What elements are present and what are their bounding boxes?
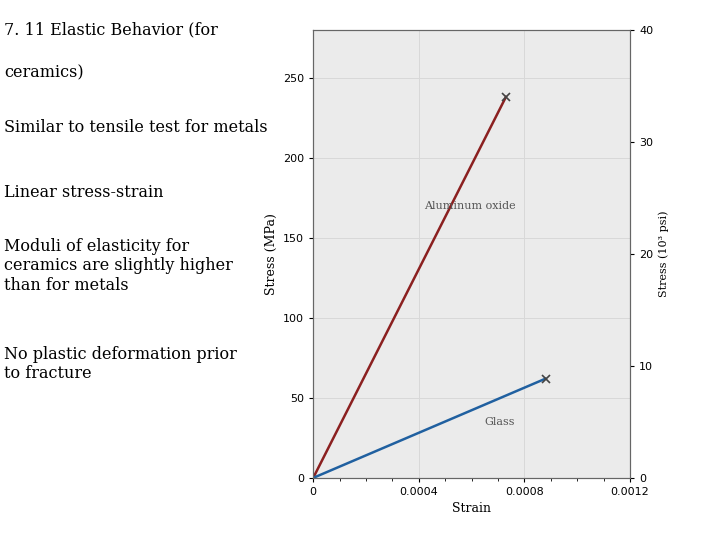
Text: Linear stress-strain: Linear stress-strain — [4, 184, 164, 200]
Text: 7. 11 Elastic Behavior (for: 7. 11 Elastic Behavior (for — [4, 22, 218, 38]
Text: Moduli of elasticity for
ceramics are slightly higher
than for metals: Moduli of elasticity for ceramics are sl… — [4, 238, 233, 294]
Y-axis label: Stress (10³ psi): Stress (10³ psi) — [659, 211, 670, 297]
Text: No plastic deformation prior
to fracture: No plastic deformation prior to fracture — [4, 346, 238, 382]
Text: Aluminum oxide: Aluminum oxide — [424, 201, 516, 211]
Text: Similar to tensile test for metals: Similar to tensile test for metals — [4, 119, 268, 136]
Text: Glass: Glass — [485, 417, 516, 427]
Y-axis label: Stress (MPa): Stress (MPa) — [264, 213, 277, 295]
Text: ceramics): ceramics) — [4, 65, 84, 82]
X-axis label: Strain: Strain — [452, 503, 491, 516]
